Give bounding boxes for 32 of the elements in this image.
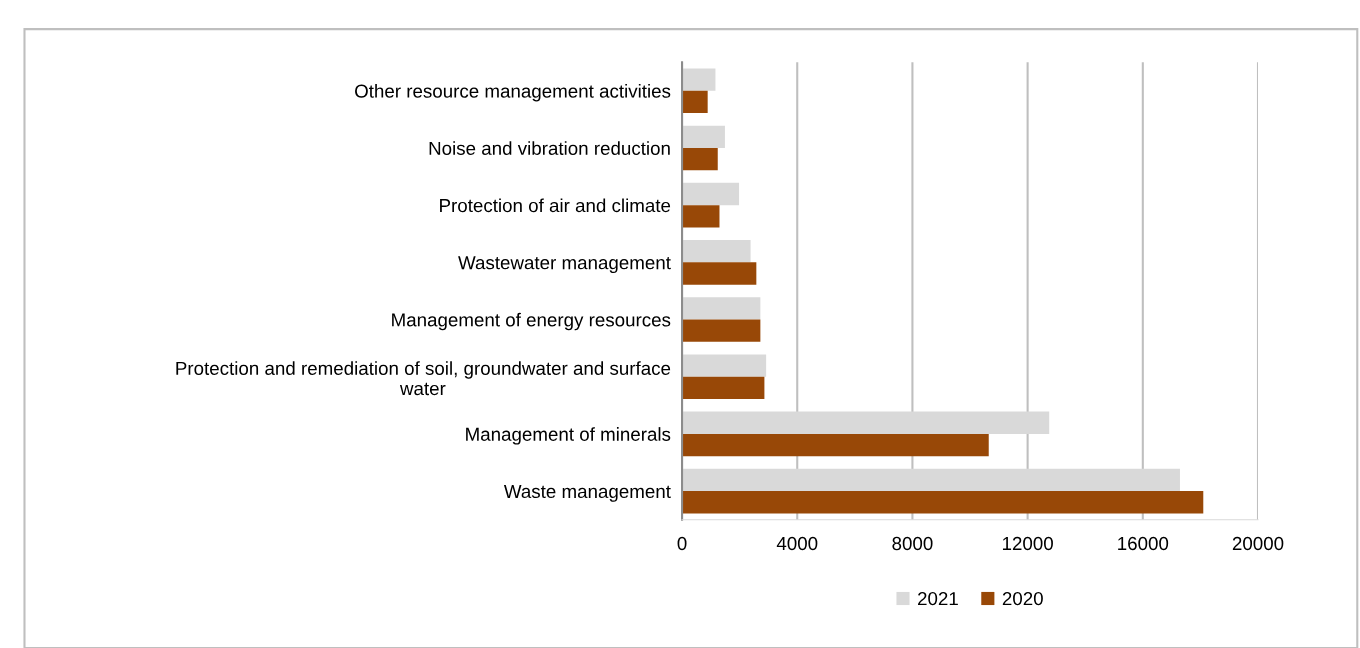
legend-label: 2020 xyxy=(1002,591,1043,606)
x-tick-label: 16000 xyxy=(1118,536,1169,551)
bar xyxy=(682,297,761,320)
bar xyxy=(682,319,761,342)
y-tick-label: Wastewater management xyxy=(458,256,671,274)
x-tick-label: 4000 xyxy=(776,536,818,551)
legend-label: 2021 xyxy=(918,591,958,606)
y-tick-label: Management of energy resources xyxy=(392,312,671,331)
bar xyxy=(682,182,740,206)
bar xyxy=(682,205,720,228)
bar xyxy=(682,468,1180,492)
y-tick-label: Noise and vibration reduction xyxy=(429,141,670,155)
bar xyxy=(682,125,725,148)
y-tick-label: Management of minerals xyxy=(466,427,671,445)
bar xyxy=(682,354,767,377)
y-tick-label: Protection and remediation of soil, groundwater and surface water xyxy=(176,361,671,396)
bar xyxy=(682,433,989,457)
x-tick-label: 8000 xyxy=(892,536,933,551)
bar xyxy=(682,240,751,263)
bar xyxy=(682,262,757,285)
x-tick-label: 20000 xyxy=(1232,536,1284,551)
bar xyxy=(682,376,765,400)
y-tick-label: Protection of air and climate xyxy=(440,198,671,213)
y-tick-label: Waste management xyxy=(503,485,671,502)
x-tick-label: 12000 xyxy=(1002,536,1053,551)
x-tick-label: 0 xyxy=(677,536,687,551)
bar xyxy=(682,491,1204,514)
bar xyxy=(682,411,1050,434)
bar xyxy=(682,90,708,114)
y-tick-label: Other resource management activities xyxy=(355,84,671,102)
bar xyxy=(682,68,716,91)
bar xyxy=(682,147,718,171)
